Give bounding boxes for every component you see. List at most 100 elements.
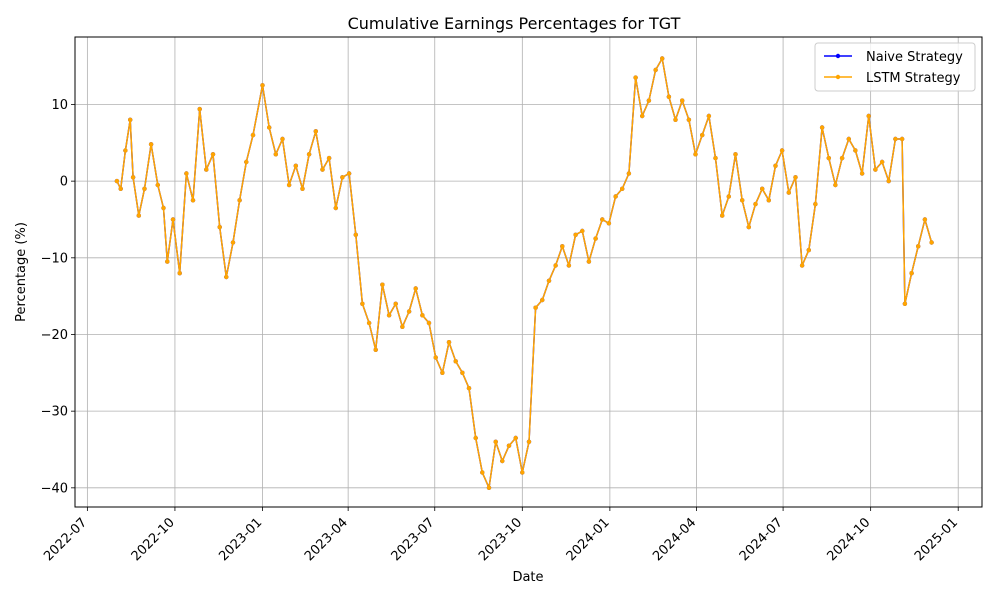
y-tick-label: 10 — [51, 98, 68, 113]
data-point — [433, 355, 438, 360]
series-line — [116, 57, 933, 489]
data-point — [633, 75, 638, 80]
data-point — [526, 439, 532, 444]
data-point — [210, 152, 216, 157]
data-point — [244, 159, 249, 165]
data-point — [706, 113, 712, 119]
data-point — [114, 178, 120, 184]
data-point — [573, 232, 578, 237]
data-point — [320, 167, 325, 172]
data-point — [653, 67, 658, 73]
data-point — [879, 159, 885, 165]
y-tick-label: −40 — [41, 481, 68, 496]
data-point — [493, 439, 498, 444]
data-point — [190, 198, 196, 203]
data-point — [909, 271, 914, 276]
data-point — [620, 186, 625, 191]
data-point — [666, 94, 672, 100]
data-point — [360, 301, 365, 306]
data-point — [733, 152, 738, 157]
data-point — [886, 178, 891, 184]
data-point — [237, 198, 242, 203]
data-point — [646, 98, 652, 103]
data-point — [506, 443, 512, 448]
data-point — [155, 182, 160, 188]
data-point — [533, 305, 538, 310]
data-point — [446, 340, 452, 345]
data-point — [693, 152, 698, 157]
data-point — [786, 190, 791, 195]
data-point — [426, 320, 432, 326]
data-point — [826, 155, 831, 161]
series-group — [114, 56, 934, 490]
data-point — [799, 263, 805, 268]
data-point — [267, 125, 272, 130]
legend: Naive Strategy LSTM Strategy — [814, 42, 976, 92]
data-point — [406, 309, 412, 314]
data-point — [673, 117, 678, 123]
data-point — [660, 56, 665, 61]
legend-box — [814, 42, 976, 92]
data-point — [600, 217, 605, 222]
data-point — [846, 136, 851, 142]
data-point — [760, 186, 765, 191]
data-point — [513, 435, 518, 441]
y-axis-ticks: −40 −30 −20 −10 0 10 — [41, 98, 75, 496]
data-point — [922, 217, 928, 222]
y-tick-label: −20 — [41, 328, 68, 343]
data-point — [853, 148, 858, 153]
data-point — [899, 136, 905, 142]
data-point — [486, 485, 492, 490]
chart-title: Cumulative Earnings Percentages for TGT — [348, 14, 681, 33]
data-point — [128, 117, 133, 123]
data-point — [346, 171, 352, 176]
data-point — [746, 224, 751, 230]
data-point — [130, 175, 136, 180]
data-point — [833, 182, 838, 188]
data-point — [640, 113, 645, 119]
data-point — [118, 186, 123, 191]
data-point — [136, 213, 141, 218]
data-point — [626, 171, 632, 176]
data-point — [420, 313, 425, 318]
data-point — [466, 386, 472, 391]
data-point — [184, 171, 189, 176]
data-point — [902, 301, 908, 306]
data-point — [413, 286, 418, 291]
data-point — [540, 297, 545, 303]
data-point — [740, 198, 745, 203]
data-point — [806, 247, 811, 253]
grid-lines — [75, 37, 982, 507]
data-point — [353, 232, 358, 237]
data-point — [123, 148, 128, 153]
legend-marker-naive — [835, 53, 841, 59]
data-point — [680, 98, 685, 103]
data-point — [177, 271, 182, 276]
data-point — [286, 182, 292, 188]
data-point — [250, 132, 256, 138]
data-point — [593, 236, 598, 241]
data-point — [460, 370, 465, 375]
y-axis-title: Percentage (%) — [14, 222, 29, 322]
data-point — [300, 186, 305, 191]
plot-frame — [74, 36, 983, 508]
data-point — [204, 167, 209, 172]
data-point — [713, 155, 718, 161]
data-point — [916, 244, 921, 249]
data-point — [333, 205, 338, 211]
data-point — [793, 175, 798, 180]
legend-label-lstm: LSTM Strategy — [866, 71, 961, 86]
data-point — [393, 301, 398, 306]
data-point — [380, 282, 385, 287]
data-point — [440, 370, 445, 375]
data-point — [929, 240, 934, 245]
data-point — [326, 155, 332, 161]
data-point — [260, 83, 265, 88]
data-point — [366, 320, 372, 326]
data-point — [313, 129, 318, 134]
y-tick-label: −10 — [41, 251, 68, 266]
data-point — [779, 148, 785, 153]
data-point — [400, 324, 405, 329]
data-point — [773, 163, 778, 168]
